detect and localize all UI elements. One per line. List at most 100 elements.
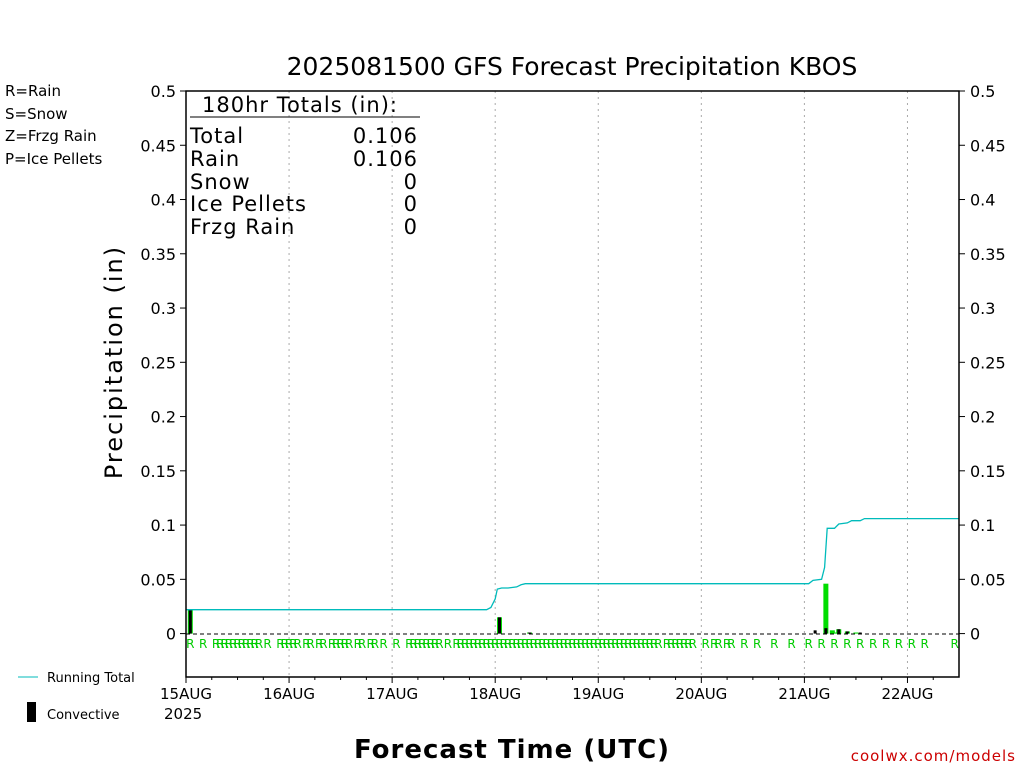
precip-type-label: R <box>457 637 465 651</box>
precip-type-label: R <box>843 637 851 651</box>
totals-row-label: Total <box>189 124 244 148</box>
precip-type-label: R <box>422 637 430 651</box>
precip-type-label: R <box>830 637 838 651</box>
precip-type-label: R <box>616 637 624 651</box>
precip-type-label: R <box>620 637 628 651</box>
y-tick-label-right: 0.35 <box>970 245 1006 264</box>
y-tick-label-right: 0.4 <box>970 191 995 210</box>
totals-box: 180hr Totals (in): Total 0.106 Rain 0.10… <box>189 93 420 239</box>
precip-type-label: R <box>654 637 662 651</box>
precip-type-label: R <box>663 637 671 651</box>
totals-row-value: 0 <box>404 170 418 194</box>
y-tick-label: 0.5 <box>151 82 176 101</box>
precip-type-label: R <box>770 637 778 651</box>
precip-type-label: R <box>482 637 490 651</box>
precip-bar <box>823 583 829 634</box>
precip-type-label: R <box>225 637 233 651</box>
legend-rain: R=Rain <box>5 82 61 100</box>
precip-type-label: R <box>908 637 916 651</box>
totals-row-value: 0 <box>404 215 418 239</box>
precip-type-label: R <box>487 637 495 651</box>
precip-type-label: R <box>530 637 538 651</box>
plot-frame <box>185 90 960 678</box>
x-tick-label: 22AUG <box>881 685 933 703</box>
convective-legend-label: Convective <box>47 708 120 723</box>
legend-ice-pellets: P=Ice Pellets <box>5 150 102 168</box>
precip-type-label: R <box>315 637 323 651</box>
precip-type-label: R <box>573 637 581 651</box>
precip-type-label: R <box>328 637 336 651</box>
precip-type-label: R <box>577 637 585 651</box>
precip-type-label: R <box>405 637 413 651</box>
precip-type-label: R <box>753 637 761 651</box>
precip-bar <box>829 630 835 634</box>
y-tick-label-right: 0.15 <box>970 462 1006 481</box>
precip-type-label: R <box>817 637 825 651</box>
precip-type-label: R <box>680 637 688 651</box>
x-tick-label: 15AUG <box>160 685 212 703</box>
precip-type-label: R <box>710 637 718 651</box>
precip-type-label: R <box>646 637 654 651</box>
precip-type-label: R <box>727 637 735 651</box>
y-tick-label-right: 0.3 <box>970 299 995 318</box>
x-tick-label: 19AUG <box>572 685 624 703</box>
precip-type-label: R <box>452 637 460 651</box>
precip-type-label: R <box>470 637 478 651</box>
precip-type-label: R <box>500 637 508 651</box>
totals-row-label: Snow <box>190 170 251 194</box>
x-axis-ticks: 15AUG 16AUG 17AUG 18AUG 19AUG 20AUG 21AUG 22AUG <box>160 677 934 703</box>
running-total-line <box>186 517 959 611</box>
precip-type-label: R <box>465 637 473 651</box>
x-tick-label: 17AUG <box>366 685 418 703</box>
precip-type-label: R <box>341 637 349 651</box>
precip-type-label: R <box>345 637 353 651</box>
precip-type-label: R <box>427 637 435 651</box>
totals-row-label: Rain <box>190 147 240 171</box>
credit-link[interactable]: coolwx.com/models <box>851 747 1016 765</box>
convective-legend-swatch <box>27 702 36 722</box>
y-tick-label: 0.15 <box>140 462 176 481</box>
precip-type-label: R <box>366 637 374 651</box>
precip-type-label: R <box>199 637 207 651</box>
precip-type-label: R <box>354 637 362 651</box>
precip-type-label: R <box>650 637 658 651</box>
convective-bar <box>497 617 501 634</box>
precip-type-label: R <box>581 637 589 651</box>
totals-row-label: Frzg Rain <box>190 215 295 239</box>
precip-type-label: R <box>379 637 387 651</box>
totals-row-value: 0.106 <box>353 124 418 148</box>
precip-type-label: R <box>624 637 632 651</box>
year-label: 2025 <box>164 705 202 723</box>
y-tick-label: 0.25 <box>140 353 176 372</box>
y-tick-label-right: 0 <box>970 625 980 644</box>
totals-row-value: 0.106 <box>353 147 418 171</box>
precip-type-label: R <box>474 637 482 651</box>
precip-type-label: R <box>281 637 289 651</box>
precip-type-label: R <box>504 637 512 651</box>
precip-type-label: R <box>684 637 692 651</box>
precip-type-label: R <box>371 637 379 651</box>
precip-type-label: R <box>513 637 521 651</box>
precip-type-label: R <box>409 637 417 651</box>
precip-type-label: R <box>641 637 649 651</box>
convective-bar <box>188 609 192 634</box>
precip-type-label: R <box>805 637 813 651</box>
x-tick-label: 20AUG <box>675 685 727 703</box>
y-tick-label-right: 0.25 <box>970 353 1006 372</box>
precip-type-label: R <box>603 637 611 651</box>
y-tick-label-right: 0.05 <box>970 570 1006 589</box>
precip-type-label: R <box>216 637 224 651</box>
y-tick-label-right: 0.2 <box>970 408 995 427</box>
precip-type-label: R <box>336 637 344 651</box>
precip-type-label: R <box>714 637 722 651</box>
totals-row-label: Ice Pellets <box>190 192 307 216</box>
precip-type-label: R <box>435 637 443 651</box>
precip-bar <box>853 632 859 634</box>
precip-type-label: R <box>431 637 439 651</box>
grid-lines <box>288 91 908 677</box>
precip-type-label: R <box>306 637 314 651</box>
precip-type-label: R <box>534 637 542 651</box>
precip-type-label: R <box>517 637 525 651</box>
precip-type-label: R <box>676 637 684 651</box>
precip-type-label: R <box>461 637 469 651</box>
